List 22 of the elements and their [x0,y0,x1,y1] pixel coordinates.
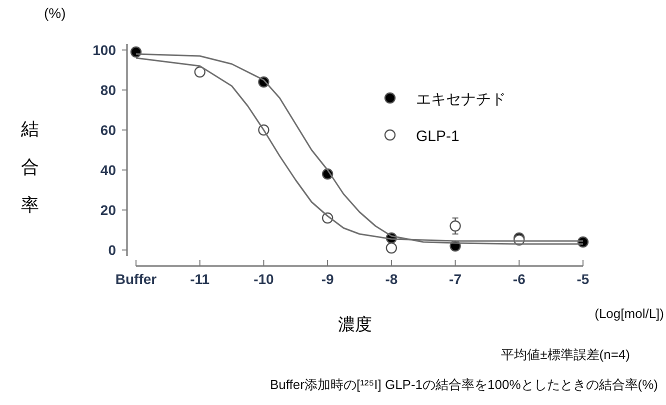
x-axis-title: 濃度 [338,315,372,334]
y-tick-label: 100 [92,42,116,58]
y-tick-label: 60 [100,122,116,138]
x-tick-label: Buffer [115,271,158,287]
x-tick-label: -10 [254,271,274,287]
x-tick-label: -6 [512,271,526,287]
y-tick-label: 40 [100,162,116,178]
text: (%) [44,5,66,21]
x-tick-label: -7 [449,271,462,287]
legend-label: GLP-1 [416,128,460,145]
x-tick-label: -5 [576,271,590,287]
text: Buffer添加時の[¹²⁵I] GLP-1の結合率を100%としたときの結合率(%) [270,377,658,392]
x-tick-label: -11 [190,271,210,287]
x-tick-label: -9 [321,271,334,287]
y-axis-title: 結合率 [20,119,39,215]
y-tick-label: 20 [100,202,116,218]
y-tick-label: 80 [100,82,116,98]
x-tick-label: -8 [385,271,398,287]
text: 平均値±標準誤差(n=4) [501,347,630,362]
text: (Log[mol/L]) [594,306,664,321]
y-tick-label: 0 [108,242,116,258]
legend-label: エキセナチド [416,91,506,108]
